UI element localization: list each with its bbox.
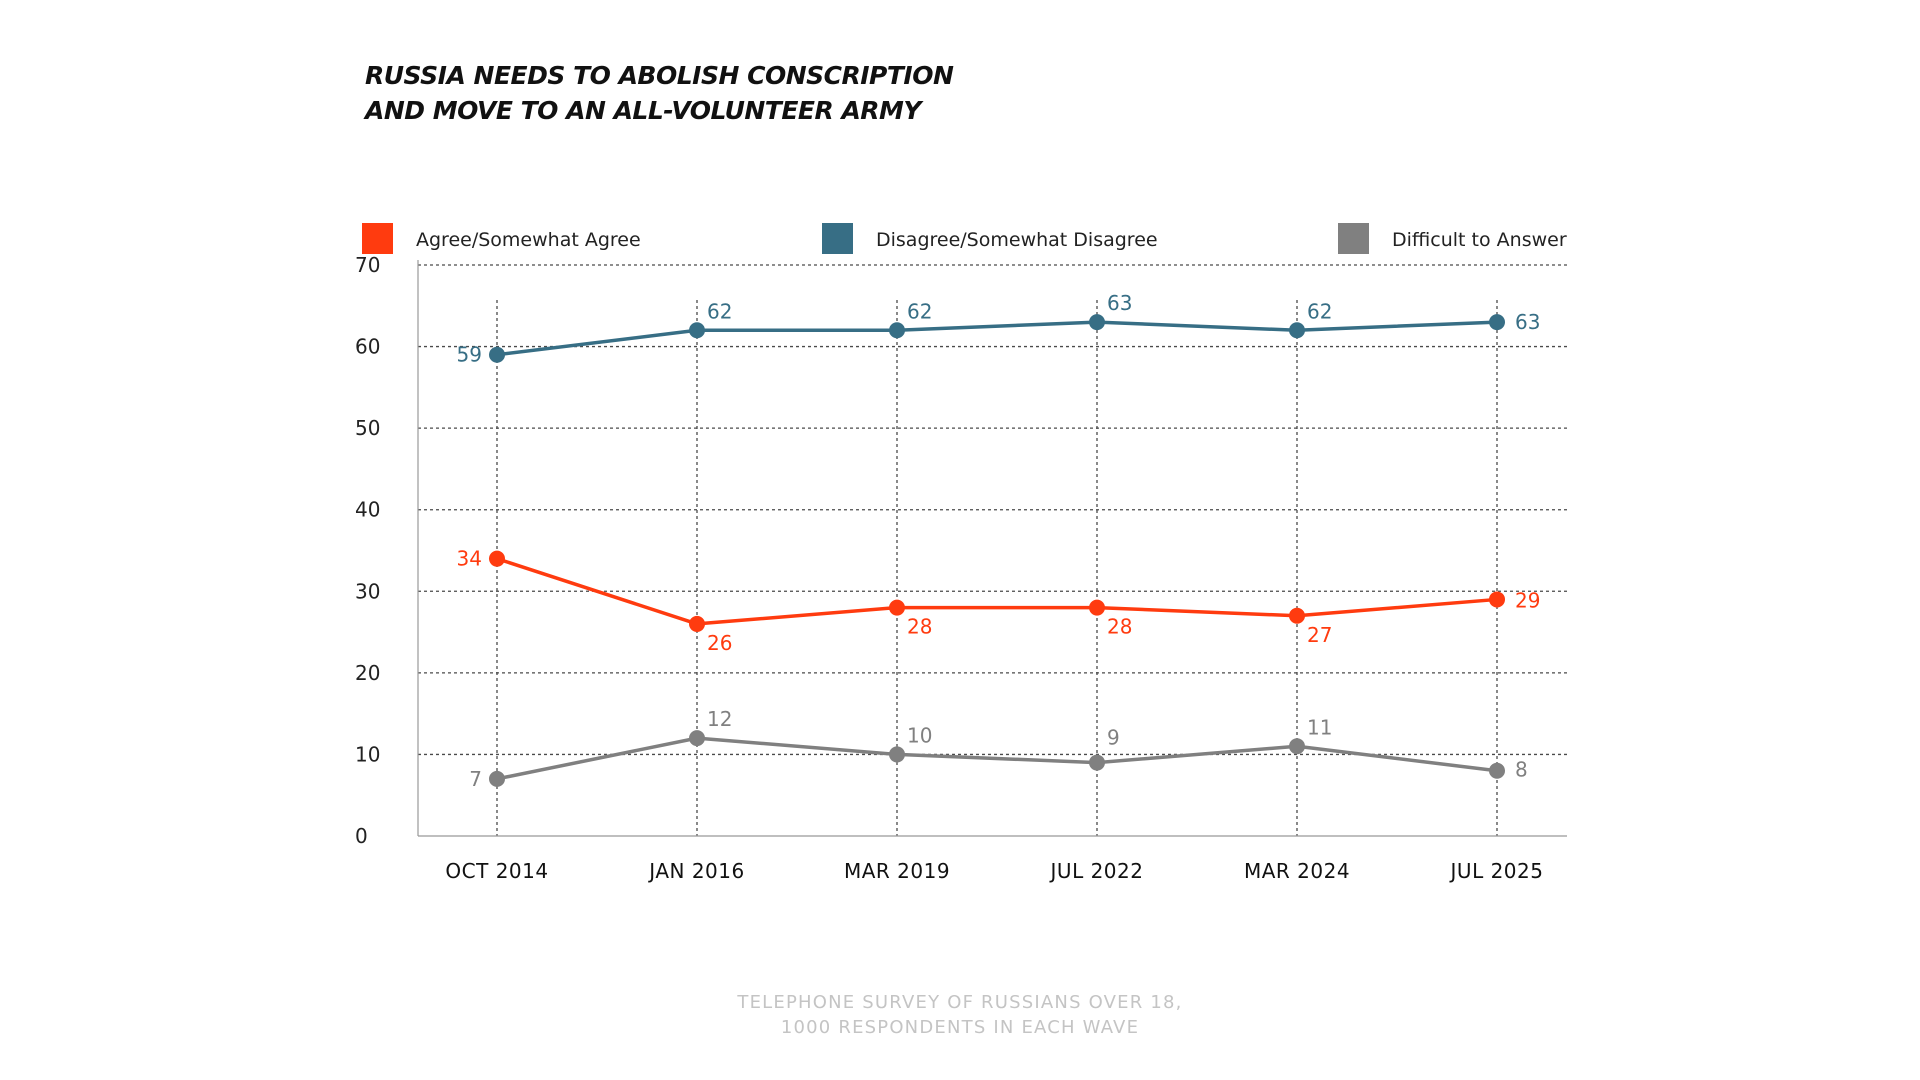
data-point bbox=[489, 550, 505, 567]
data-label: 9 bbox=[1107, 726, 1120, 750]
data-point bbox=[1089, 599, 1105, 616]
legend-label: Agree/Somewhat Agree bbox=[416, 229, 641, 251]
data-label: 63 bbox=[1107, 291, 1132, 315]
series-line bbox=[496, 556, 1498, 626]
y-tick-label: 50 bbox=[355, 416, 380, 440]
data-point bbox=[689, 322, 705, 339]
data-label: 8 bbox=[1515, 758, 1528, 782]
x-tick-label: MAR 2024 bbox=[1244, 859, 1350, 883]
data-point bbox=[1089, 754, 1105, 771]
legend-swatch bbox=[822, 223, 853, 254]
legend-swatch bbox=[362, 223, 393, 254]
chart-footnote: TELEPHONE SURVEY OF RUSSIANS OVER 18, 10… bbox=[0, 990, 1920, 1040]
y-tick-label: 30 bbox=[355, 579, 380, 603]
x-tick-label: JUL 2025 bbox=[1449, 859, 1544, 883]
data-label: 27 bbox=[1307, 623, 1332, 647]
data-label: 11 bbox=[1307, 715, 1332, 739]
data-point bbox=[1289, 607, 1305, 624]
x-tick-label: OCT 2014 bbox=[445, 859, 548, 883]
legend-label: Disagree/Somewhat Disagree bbox=[876, 229, 1158, 251]
data-label: 29 bbox=[1515, 588, 1540, 612]
data-label: 7 bbox=[469, 767, 482, 791]
x-tick-label: JAN 2016 bbox=[647, 859, 744, 883]
legend-label: Difficult to Answer bbox=[1392, 229, 1567, 251]
series-line bbox=[496, 320, 1498, 357]
data-label: 28 bbox=[907, 615, 932, 639]
y-tick-label: 10 bbox=[355, 742, 380, 766]
data-label: 10 bbox=[907, 723, 932, 747]
y-tick-label: 60 bbox=[355, 335, 380, 359]
data-point bbox=[689, 730, 705, 747]
series-line bbox=[496, 736, 1498, 781]
data-point bbox=[1289, 322, 1305, 339]
data-label: 63 bbox=[1515, 310, 1540, 334]
data-label: 34 bbox=[457, 547, 482, 571]
data-point bbox=[689, 615, 705, 632]
data-point bbox=[889, 746, 905, 763]
y-tick-label: 40 bbox=[355, 498, 380, 522]
y-tick-label: 0 bbox=[355, 824, 368, 848]
x-tick-label: MAR 2019 bbox=[844, 859, 950, 883]
data-point bbox=[1489, 591, 1505, 608]
footnote-line-2: 1000 RESPONDENTS IN EACH WAVE bbox=[780, 1017, 1140, 1038]
data-point bbox=[1089, 314, 1105, 331]
data-label: 12 bbox=[707, 707, 732, 731]
x-tick-label: JUL 2022 bbox=[1049, 859, 1144, 883]
data-label: 62 bbox=[907, 299, 932, 323]
chart-title: RUSSIA NEEDS TO ABOLISH CONSCRIPTION AND… bbox=[365, 58, 954, 128]
chart-title-line-1: RUSSIA NEEDS TO ABOLISH CONSCRIPTION bbox=[365, 61, 954, 90]
data-point bbox=[489, 346, 505, 363]
data-point bbox=[1489, 314, 1505, 331]
data-point bbox=[889, 599, 905, 616]
footnote-line-1: TELEPHONE SURVEY OF RUSSIANS OVER 18, bbox=[737, 992, 1183, 1013]
data-point bbox=[1289, 738, 1305, 755]
chart-title-line-2: AND MOVE TO AN ALL-VOLUNTEER ARMY bbox=[365, 96, 922, 125]
y-tick-label: 20 bbox=[355, 661, 380, 685]
data-point bbox=[489, 770, 505, 787]
data-label: 26 bbox=[707, 631, 732, 655]
data-label: 62 bbox=[1307, 299, 1332, 323]
data-label: 59 bbox=[457, 343, 482, 367]
legend-swatch bbox=[1338, 223, 1369, 254]
data-point bbox=[1489, 762, 1505, 779]
data-label: 62 bbox=[707, 299, 732, 323]
data-label: 28 bbox=[1107, 615, 1132, 639]
y-tick-label: 70 bbox=[355, 253, 380, 277]
data-point bbox=[889, 322, 905, 339]
